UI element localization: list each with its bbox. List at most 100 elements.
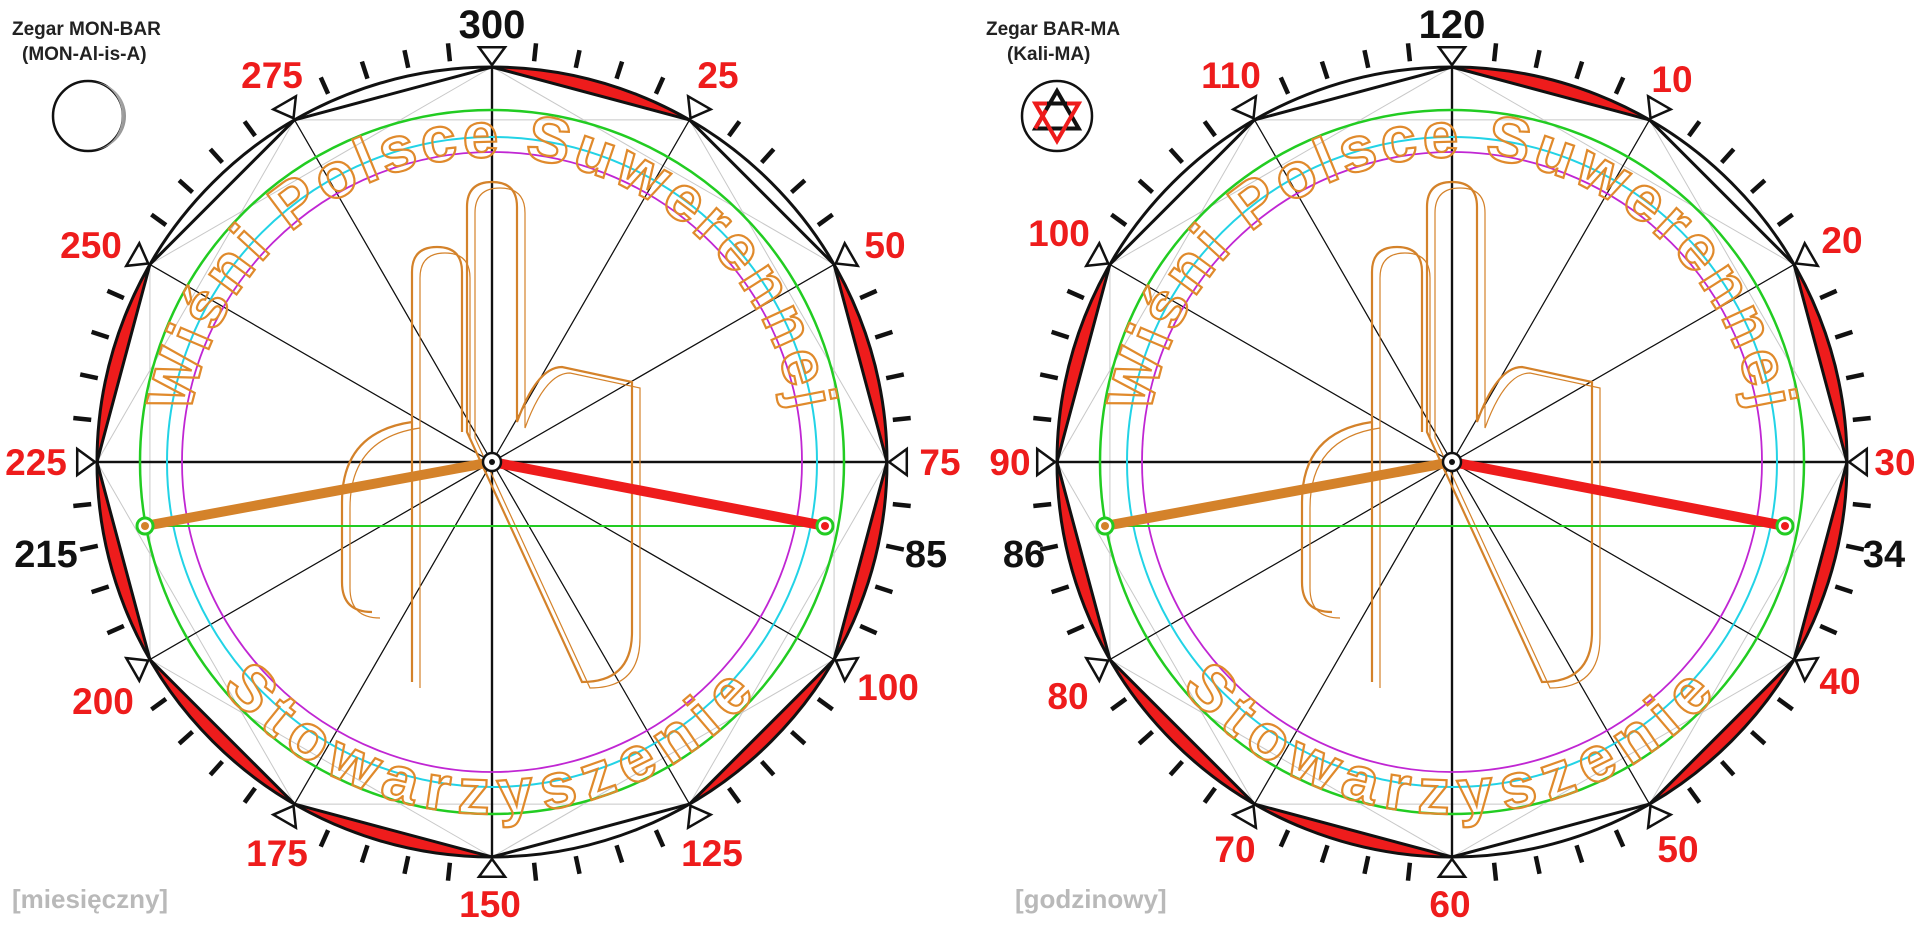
tick-mark [1574,60,1585,80]
center-dot [489,459,495,465]
tick-mark [150,212,168,227]
cyan-ring [1126,136,1778,788]
tick-mark [402,855,411,875]
top-label: 300 [459,3,526,47]
hand-left-value: 86 [1003,534,1045,576]
tick-mark [1845,543,1865,552]
label-50: 50 [864,225,905,266]
tick-mark [1066,288,1085,301]
tick-mark [1033,415,1052,423]
clock-caption: [godzinowy] [1015,884,1167,914]
top-label: 120 [1419,3,1486,47]
clock-caption: [miesięczny] [12,884,168,914]
cyan-ring [166,136,818,788]
tick-mark [885,372,905,381]
tick-mark [1749,178,1767,195]
label-200: 200 [72,681,134,722]
tick-mark [1719,147,1736,165]
magenta-ring [181,151,803,773]
label-150: 150 [459,884,521,925]
tick-mark [1491,43,1499,62]
hand-right-value: 85 [905,534,947,576]
hand-tip-left-dot [1101,522,1109,530]
tick-mark [1852,501,1871,509]
hand-emblem [1300,180,1594,684]
tick-mark [789,178,807,195]
tick-mark [892,501,911,509]
hand-tip-left-dot [141,522,149,530]
clock-title-line2: (Kali-MA) [1007,44,1090,65]
tick-mark [653,76,666,95]
tick-mark [727,786,742,804]
orange-hand [140,457,497,531]
tick-mark [318,829,331,848]
tick-mark [789,729,807,746]
label-125: 125 [681,833,743,874]
tick-mark [1168,147,1185,165]
tick-mark [1168,759,1185,777]
tick-mark [1066,623,1085,636]
vertex-marker [1083,240,1111,268]
vertex-marker [270,803,298,831]
label-70: 70 [1214,829,1255,870]
tick-mark [1613,76,1626,95]
tick-mark [150,697,168,712]
vertex-marker [686,803,714,831]
tick-mark [759,759,776,777]
vertex-marker [1793,656,1821,684]
label-50: 50 [1657,829,1698,870]
tick-mark [1362,855,1371,875]
vertex-marker [75,446,98,478]
center-dot [1449,459,1455,465]
hexagram-icon [1020,79,1094,153]
label-225: 225 [5,442,67,483]
green-ring [138,108,846,816]
tick-mark [177,729,195,746]
tick-mark [859,288,878,301]
tick-mark [1719,759,1736,777]
vertex-marker [1083,656,1111,684]
tick-mark [1050,329,1070,340]
vertex-marker [1646,93,1674,121]
tick-mark [614,60,625,80]
label-80: 80 [1047,676,1088,717]
tick-mark [531,43,539,62]
tick-mark [1039,372,1059,381]
tick-mark [1039,543,1059,552]
tick-mark [1834,329,1854,340]
clock-title-line2: (MON-Al-is-A) [22,44,147,65]
vertex-marker [1793,240,1821,268]
tick-mark [1819,623,1838,636]
magenta-ring [1141,151,1763,773]
label-100: 100 [1028,213,1090,254]
tick-mark [242,120,257,138]
tick-mark [73,415,92,423]
tick-mark [1574,844,1585,864]
tick-mark [874,584,894,595]
tick-mark [1278,76,1291,95]
label-275: 275 [241,55,303,96]
hand-tip-right-dot [1781,522,1789,530]
tick-mark [885,543,905,552]
label-110: 110 [1201,55,1261,96]
tick-mark [1613,829,1626,848]
tick-mark [573,49,582,69]
tick-mark [1110,212,1128,227]
tick-mark [1687,120,1702,138]
vertex-marker [123,656,151,684]
tick-mark [402,49,411,69]
tick-mark [1819,288,1838,301]
tick-mark [859,623,878,636]
tick-mark [1834,584,1854,595]
tick-mark [614,844,625,864]
vertex-marker [476,856,508,879]
tick-mark [318,76,331,95]
hand-emblem-outline [1309,187,1601,689]
tick-mark [1137,729,1155,746]
vertex-marker [1846,446,1869,478]
vertex-marker [1230,93,1258,121]
green-ring [1098,108,1806,816]
